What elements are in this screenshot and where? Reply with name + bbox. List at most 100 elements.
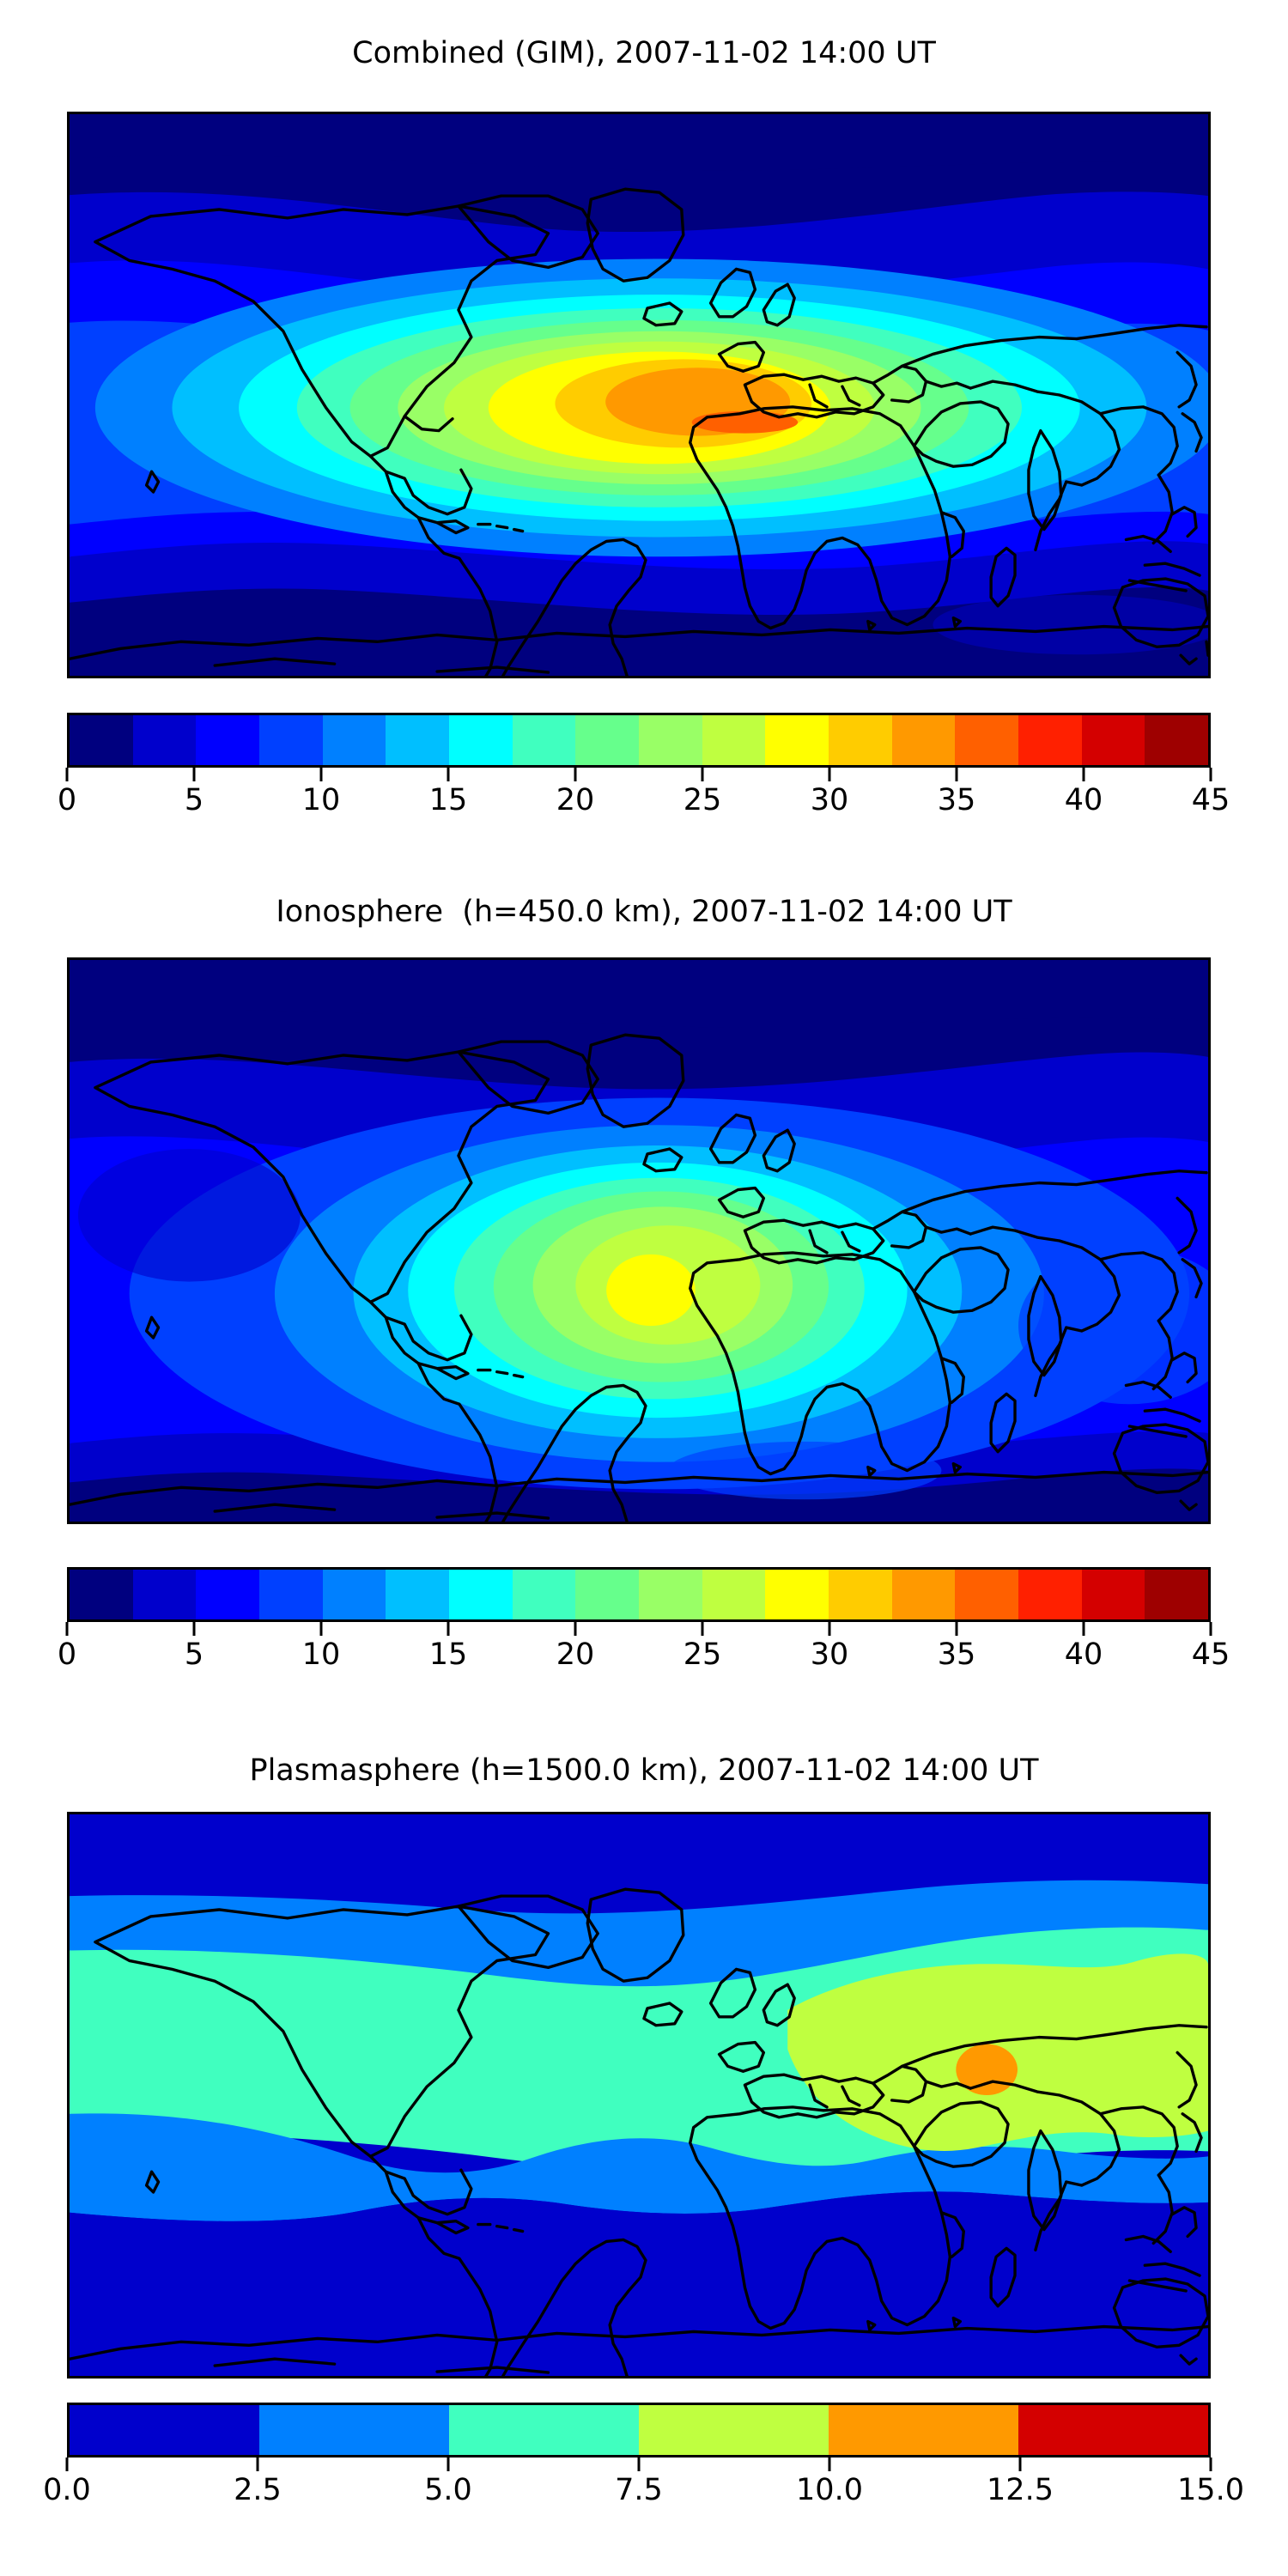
colorbar-band-0 [70,715,133,765]
colorbar-band-16 [1081,1570,1145,1619]
colorbar-tick-label-1: 2.5 [234,2473,282,2507]
colorbar-tick-label-0: 0 [57,1637,77,1672]
colorbar-band-2 [449,2405,639,2455]
colorbar-band-0 [70,1570,133,1619]
map-canvas-plasmasphere [70,1814,1208,2376]
colorbar-band-2 [196,715,260,765]
colorbar-labels-ionosphere: 0 5 10 15 20 25 30 35 40 45 [0,1637,1288,1680]
panel-title-plasmasphere: Plasmasphere (h=1500.0 km), 2007-11-02 1… [249,1753,1039,1788]
colorbar-ticks-ionosphere [65,1622,1212,1637]
colorbar-tick-0 [65,2458,69,2471]
colorbar-tick-label-5: 25 [683,1637,722,1672]
colorbar-tick-label-1: 5 [184,1637,204,1672]
colorbar-tick-3 [637,2458,641,2471]
colorbar-band-3 [639,2405,829,2455]
colorbar-band-14 [955,1570,1019,1619]
colorbar-band-16 [1081,715,1145,765]
colorbar-tick-9 [1209,768,1212,781]
colorbar-tick-2 [319,1622,323,1636]
colorbar-tick-label-3: 15 [428,783,468,817]
colorbar-band-1 [259,2405,449,2455]
colorbar-bands-combined [70,715,1208,765]
colorbar-tick-label-4: 10.0 [796,2473,863,2507]
colorbar-tick-label-7: 35 [937,1637,976,1672]
colorbar-band-13 [891,1570,956,1619]
colorbar-combined-gim [67,713,1211,768]
colorbar-tick-label-0: 0 [57,783,77,817]
colorbar-band-6 [449,715,513,765]
colorbar-tick-5 [1018,2458,1022,2471]
panel-title-ionosphere: Ionosphere (h=450.0 km), 2007-11-02 14:0… [276,895,1012,929]
colorbar-tick-label-8: 40 [1064,783,1103,817]
colorbar-band-3 [259,715,323,765]
colorbar-tick-1 [256,2458,259,2471]
colorbar-labels-combined: 0 5 10 15 20 25 30 35 40 45 [0,783,1288,826]
colorbar-tick-label-4: 20 [556,783,595,817]
colorbar-tick-1 [192,768,196,781]
colorbar-band-15 [1018,1570,1082,1619]
colorbar-band-4 [322,1570,386,1619]
colorbar-bands-plasmasphere [70,2405,1208,2455]
colorbar-tick-6 [1209,2458,1212,2471]
colorbar-band-1 [132,1570,197,1619]
colorbar-band-10 [702,715,766,765]
colorbar-tick-label-6: 30 [810,783,849,817]
panel-plasmasphere: Plasmasphere (h=1500.0 km), 2007-11-02 1… [0,1717,1288,2576]
contour-field-combined [70,114,1208,676]
colorbar-tick-5 [701,1622,704,1636]
colorbar-tick-5 [701,768,704,781]
colorbar-band-15 [1018,715,1082,765]
colorbar-plasmasphere [67,2403,1211,2458]
colorbar-bands-ionosphere [70,1570,1208,1619]
colorbar-tick-label-4: 20 [556,1637,595,1672]
coastlines-plasmasphere [70,1887,1208,2376]
colorbar-tick-label-2: 10 [301,1637,341,1672]
colorbar-tick-label-2: 10 [301,783,341,817]
colorbar-band-6 [449,1570,513,1619]
colorbar-tick-label-6: 15.0 [1177,2473,1244,2507]
panel-combined-gim: Combined (GIM), 2007-11-02 14:00 UT [0,0,1288,859]
colorbar-tick-0 [65,1622,69,1636]
colorbar-band-7 [512,1570,576,1619]
colorbar-tick-2 [319,768,323,781]
contour-field-plasmasphere [70,1814,1208,2376]
colorbar-band-11 [765,1570,829,1619]
colorbar-band-9 [639,1570,702,1619]
colorbar-tick-7 [955,1622,958,1636]
colorbar-tick-9 [1209,1622,1212,1636]
colorbar-tick-label-5: 25 [683,783,722,817]
colorbar-band-3 [259,1570,323,1619]
colorbar-ticks-plasmasphere [65,2458,1212,2473]
colorbar-tick-0 [65,768,69,781]
colorbar-tick-label-9: 45 [1191,1637,1230,1672]
colorbar-band-4 [322,715,386,765]
colorbar-ticks-combined [65,768,1212,783]
colorbar-tick-8 [1082,768,1085,781]
colorbar-band-12 [829,1570,892,1619]
colorbar-tick-3 [447,1622,450,1636]
colorbar-band-0 [70,2405,259,2455]
map-plasmasphere [67,1812,1211,2379]
colorbar-tick-4 [828,2458,831,2471]
colorbar-tick-6 [828,1622,831,1636]
colorbar-band-8 [575,715,640,765]
coastlines-combined [70,187,1208,676]
colorbar-band-4 [829,2405,1018,2455]
colorbar-band-17 [1145,715,1208,765]
colorbar-tick-4 [574,1622,577,1636]
map-canvas-combined-gim [70,114,1208,676]
colorbar-labels-plasmasphere: 0.0 2.5 5.0 7.5 10.0 12.5 15.0 [0,2473,1288,2516]
colorbar-band-7 [512,715,576,765]
colorbar-band-17 [1145,1570,1208,1619]
colorbar-tick-label-2: 5.0 [424,2473,472,2507]
colorbar-band-13 [891,715,956,765]
colorbar-band-12 [829,715,892,765]
colorbar-tick-label-0: 0.0 [43,2473,91,2507]
colorbar-band-5 [386,1570,450,1619]
colorbar-tick-label-7: 35 [937,783,976,817]
coastlines-ionosphere [70,1033,1208,1522]
colorbar-tick-label-8: 40 [1064,1637,1103,1672]
colorbar-tick-6 [828,768,831,781]
colorbar-band-14 [955,715,1019,765]
colorbar-tick-label-6: 30 [810,1637,849,1672]
